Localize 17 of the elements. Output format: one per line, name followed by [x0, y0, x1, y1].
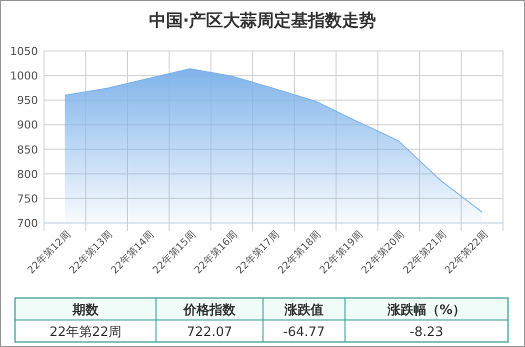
- y-tick-label: 750: [17, 192, 38, 206]
- y-tick-label: 900: [17, 118, 38, 132]
- text: -8.23: [410, 325, 444, 340]
- text: 价格指数: [182, 303, 236, 318]
- text: 722.07: [186, 325, 232, 340]
- y-tick-label: 1050: [10, 45, 38, 58]
- text: 期数: [72, 303, 100, 318]
- y-tick-label: 1000: [10, 70, 38, 83]
- y-tick-label: 950: [17, 94, 38, 108]
- text: -64.77: [283, 325, 325, 340]
- y-tick-label: 800: [17, 168, 38, 181]
- chart-title: 中国·产区大蒜周定基指数走势: [148, 11, 376, 31]
- text: 涨跌幅（%）: [386, 303, 466, 318]
- text: 22年第22周: [49, 325, 122, 340]
- y-tick-label: 700: [17, 217, 38, 230]
- y-tick-label: 850: [17, 143, 38, 156]
- text: 涨跌值: [284, 303, 324, 318]
